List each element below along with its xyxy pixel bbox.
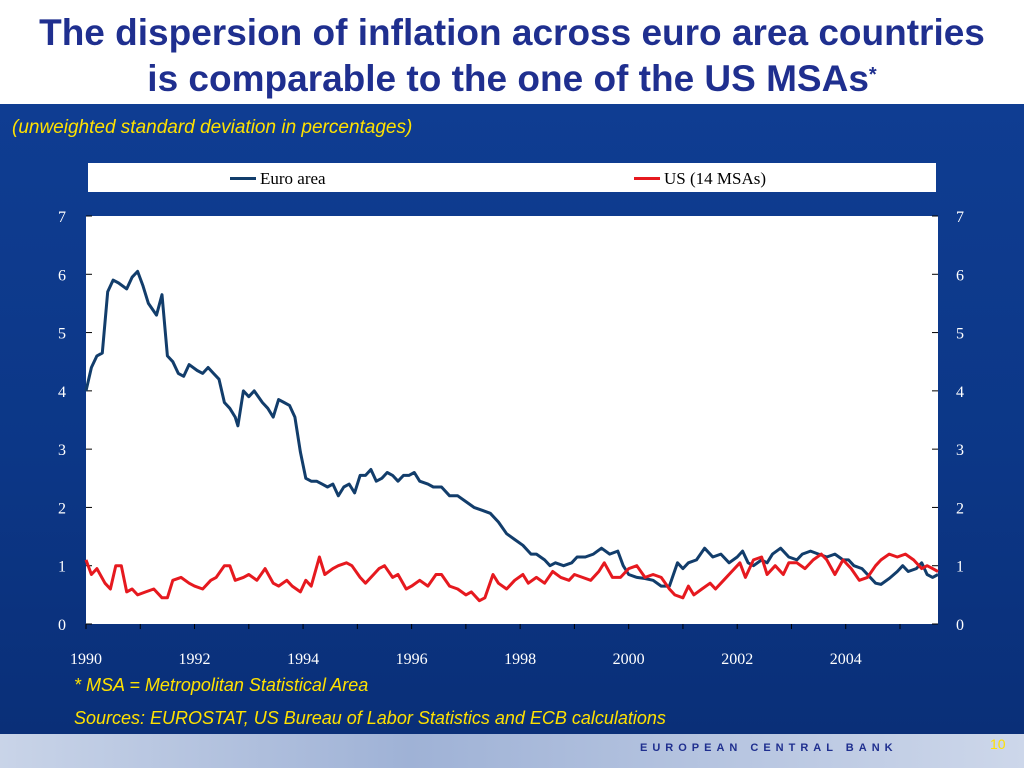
x-axis: 1990 1992 1994 1996 1998 2000 2002 2004 — [70, 624, 901, 668]
x-tick-label: 2002 — [721, 651, 753, 668]
y-tick-label-left: 2 — [58, 500, 66, 517]
y-tick-label-left: 5 — [58, 326, 66, 343]
series-line-euro-area — [84, 269, 939, 588]
y-tick-label-left: 0 — [58, 617, 66, 634]
x-tick-label: 1990 — [70, 651, 102, 668]
x-tick-label: 1998 — [504, 651, 536, 668]
title-line-1: The dispersion of inflation across euro … — [39, 12, 985, 53]
series-line-us — [84, 552, 939, 603]
y-tick-label-right: 6 — [956, 267, 964, 284]
x-tick-label: 1996 — [396, 651, 428, 668]
legend-swatch-us — [634, 176, 660, 180]
ecb-brand-text: EUROPEAN CENTRAL BANK — [640, 742, 898, 754]
title-footnote-mark: * — [868, 64, 877, 86]
y-tick-label-left: 4 — [58, 384, 66, 401]
x-tick-label: 2000 — [613, 651, 645, 668]
y-tick-label-right: 1 — [956, 559, 964, 576]
footer-band — [0, 734, 1024, 768]
legend-label-us: US (14 MSAs) — [664, 169, 767, 188]
slide-title: The dispersion of inflation across euro … — [0, 10, 1024, 102]
footnote: * MSA = Metropolitan Statistical Area — [74, 675, 369, 695]
sources-note: Sources: EUROSTAT, US Bureau of Labor St… — [74, 708, 666, 728]
x-tick-label: 1994 — [287, 651, 319, 668]
plot-area — [86, 216, 938, 624]
y-axis-left: 0 1 2 3 4 5 6 7 — [58, 209, 92, 634]
chart-legend: Euro area US (14 MSAs) — [88, 163, 936, 192]
y-tick-label-left: 7 — [58, 209, 66, 226]
y-axis-right: 0 1 2 3 4 5 6 7 — [932, 209, 964, 634]
title-band — [0, 0, 1024, 104]
legend-item-us: US (14 MSAs) — [634, 169, 766, 189]
y-tick-label-right: 3 — [956, 442, 964, 459]
y-tick-label-right: 0 — [956, 617, 964, 634]
y-tick-label-right: 7 — [956, 209, 964, 226]
x-tick-label: 2004 — [830, 651, 862, 668]
y-tick-label-left: 3 — [58, 442, 66, 459]
legend-label-euro-area: Euro area — [260, 169, 326, 188]
page-number: 10 — [990, 736, 1006, 752]
title-line-2: is comparable to the one of the US MSAs — [147, 58, 869, 99]
y-tick-label-right: 2 — [956, 500, 964, 517]
legend-swatch-euro-area — [230, 176, 256, 180]
y-tick-label-right: 4 — [956, 384, 964, 401]
y-tick-label-left: 1 — [58, 559, 66, 576]
chart-svg: 0 1 2 3 4 5 6 7 0 1 2 3 4 5 6 7 1990 1992 1994 1996 1998 20… — [58, 209, 964, 668]
legend-item-euro-area: Euro area — [230, 169, 326, 189]
y-tick-label-left: 6 — [58, 267, 66, 284]
y-tick-label-right: 5 — [956, 326, 964, 343]
chart-subtitle: (unweighted standard deviation in percen… — [12, 117, 413, 138]
x-tick-label: 1992 — [179, 651, 211, 668]
series-lines — [84, 269, 939, 603]
